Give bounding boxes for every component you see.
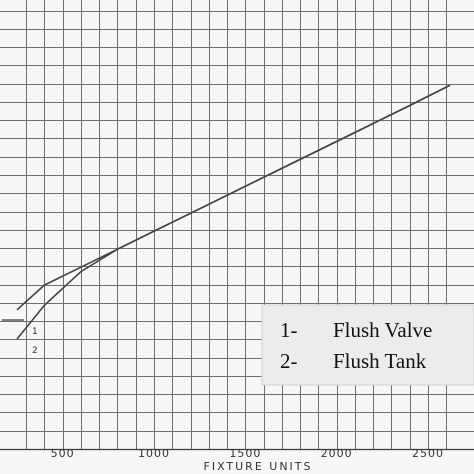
x-tick-label: 1500 <box>229 447 261 460</box>
series-tag-1: 1 <box>32 327 38 337</box>
legend-box <box>261 304 474 386</box>
x-tick-label: 1000 <box>138 447 170 460</box>
x-axis-label: FIXTURE UNITS <box>204 460 313 473</box>
legend-label: Flush Tank <box>333 349 427 373</box>
x-tick-label: 500 <box>51 447 75 460</box>
curves: 12 <box>2 84 451 356</box>
x-tick-label: 2000 <box>321 447 353 460</box>
legend-label: Flush Valve <box>333 318 432 342</box>
series-tag-2: 2 <box>32 346 38 356</box>
x-axis: 500 1000 1500 2000 2500 <box>0 447 474 460</box>
legend-number: 1- <box>280 318 298 342</box>
series-line-2 <box>16 84 451 340</box>
legend: 1- Flush Valve 2- Flush Tank <box>261 304 474 386</box>
x-tick-label: 2500 <box>412 447 444 460</box>
legend-number: 2- <box>280 349 298 373</box>
